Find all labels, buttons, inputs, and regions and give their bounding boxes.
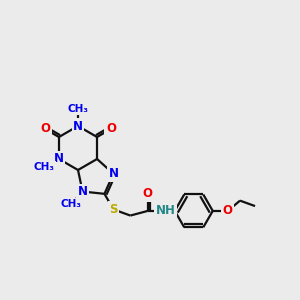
Text: N: N xyxy=(73,119,83,133)
Text: CH₃: CH₃ xyxy=(68,104,88,114)
Text: CH₃: CH₃ xyxy=(61,199,82,209)
Text: O: O xyxy=(106,122,116,136)
Text: S: S xyxy=(109,203,118,216)
Text: O: O xyxy=(40,122,50,136)
Text: N: N xyxy=(54,152,64,166)
Text: N: N xyxy=(108,167,118,180)
Text: O: O xyxy=(223,204,233,218)
Text: CH₃: CH₃ xyxy=(34,163,55,172)
Text: N: N xyxy=(78,185,88,198)
Text: O: O xyxy=(143,188,153,200)
Text: NH: NH xyxy=(156,204,176,218)
